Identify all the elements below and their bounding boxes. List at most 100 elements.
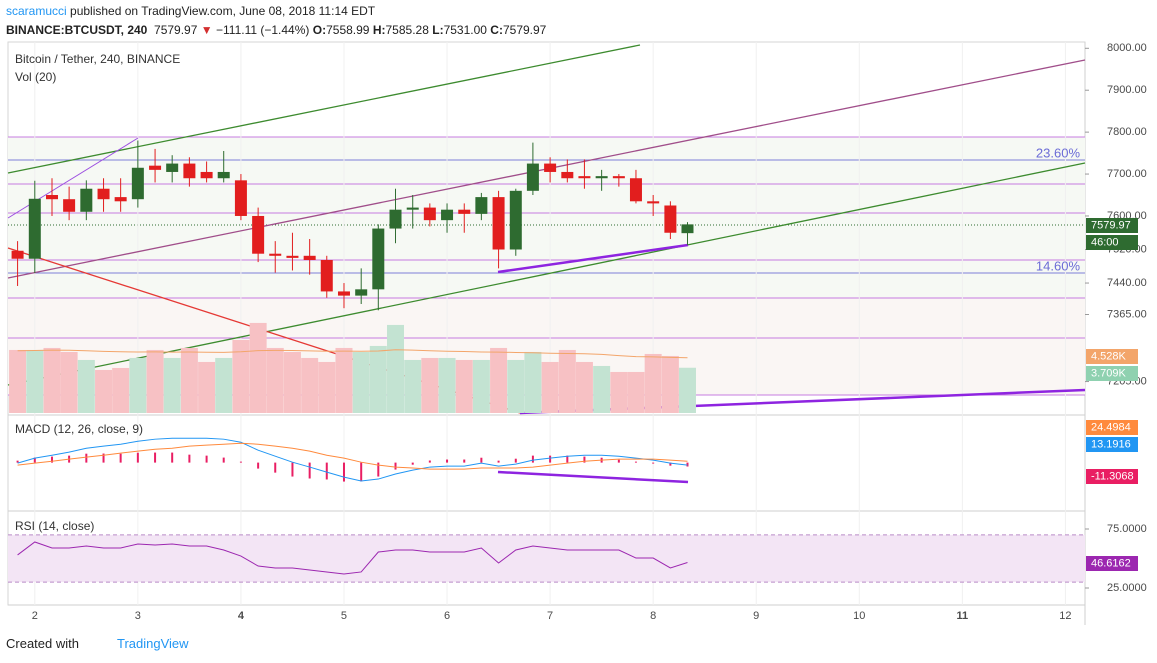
candle-body [664,205,677,233]
volume-bar [644,353,662,413]
macd-histogram [257,462,260,469]
macd-histogram [33,457,36,463]
volume-bar [266,347,284,413]
candle-body [320,259,333,292]
legend-title: Vol (20) [15,70,56,84]
volume-bar [283,351,301,413]
candle-body [612,176,625,179]
fib-label: 23.60% [1036,145,1081,160]
y-tick-label: 7700.00 [1107,168,1147,180]
x-tick-label: 11 [957,610,969,622]
macd-histogram [205,455,208,463]
volume-bar [661,355,679,413]
published: published on TradingView.com, June 08, 2… [70,4,376,18]
c-label: C: [490,23,503,37]
x-tick-label: 6 [444,610,450,622]
candle-body [475,197,488,214]
volume-bar [524,351,542,413]
macd-histogram [428,460,431,463]
candle-body [114,197,127,202]
volume-bar [627,371,645,413]
candle-body [252,215,265,254]
macd-histogram [188,454,191,463]
volume-ma [17,349,688,359]
volume-bar [146,349,164,413]
price-badge [1086,469,1138,484]
x-tick-label: 5 [341,610,347,622]
trend-line [497,470,689,484]
price-badge-label: 7579.97 [1091,219,1131,231]
candle-body [217,171,230,179]
l: 7531.00 [443,23,487,37]
price-badge [1086,349,1138,364]
l-label: L: [432,23,444,37]
legend-title: MACD (12, 26, close, 9) [15,422,143,436]
price-badge [1086,420,1138,435]
brand[interactable]: TradingView [116,636,189,651]
macd-histogram [239,461,242,463]
created: Created with [6,636,79,651]
volume-bar [558,349,576,413]
macd-histogram [360,462,363,482]
price-badge [1086,366,1138,381]
macd-histogram [342,462,345,482]
volume-bar [95,369,113,413]
symbol: BINANCE:BTCUSDT, 240 [6,23,148,37]
price-badge-label: -11.3068 [1091,470,1134,482]
indicator-line [17,541,688,575]
candle-body [647,201,660,204]
volume-bar [112,367,130,413]
volume-bar [404,359,422,413]
volume-bar [180,347,198,413]
macd-histogram [51,456,54,463]
macd-histogram [377,462,380,477]
candle-body [337,291,350,296]
candle-body [286,255,299,258]
volume-bar [352,351,370,413]
macd-histogram [154,452,157,463]
macd-histogram [308,462,311,479]
author: scaramucci [6,4,67,18]
indicator-line [17,437,688,482]
volume-bar [369,345,387,413]
volume-bar [43,347,61,413]
rsi-band [8,534,1085,583]
candle-body [578,176,591,179]
macd-histogram [652,462,655,464]
o: 7558.99 [326,23,370,37]
candle-body [97,188,110,200]
volume-bar [77,359,95,413]
volume-bar [490,347,508,413]
candle-body [200,171,213,179]
candle-body [509,190,522,250]
volume-bar [129,357,147,413]
volume-bar [9,349,27,413]
c: 7579.97 [502,23,547,37]
volume-bar [198,361,216,413]
candle-body [544,163,557,172]
candle-body [166,163,179,172]
volume-bar [215,357,233,413]
candle-body [131,167,144,200]
candle-body [11,250,24,259]
y-tick-label: 75.0000 [1107,523,1147,535]
x-tick-label: 4 [238,610,245,622]
candle-body [355,289,368,296]
x-tick-label: 9 [753,610,759,622]
fib-label: 14.60% [1036,258,1081,273]
candle-body [303,255,316,260]
footer: Created with TradingView [6,636,189,651]
x-tick-label: 12 [1059,610,1071,622]
macd-histogram [497,460,500,463]
macd-histogram [85,453,88,463]
macd-histogram [583,456,586,463]
arrow: ▼ [200,23,213,37]
y-tick-label: 7440.00 [1107,277,1147,289]
macd-histogram [394,462,397,470]
h-label: H: [372,23,386,37]
h: 7585.28 [385,23,429,37]
volume-bar [610,371,628,413]
macd-histogram [16,460,19,463]
macd-histogram [480,457,483,463]
